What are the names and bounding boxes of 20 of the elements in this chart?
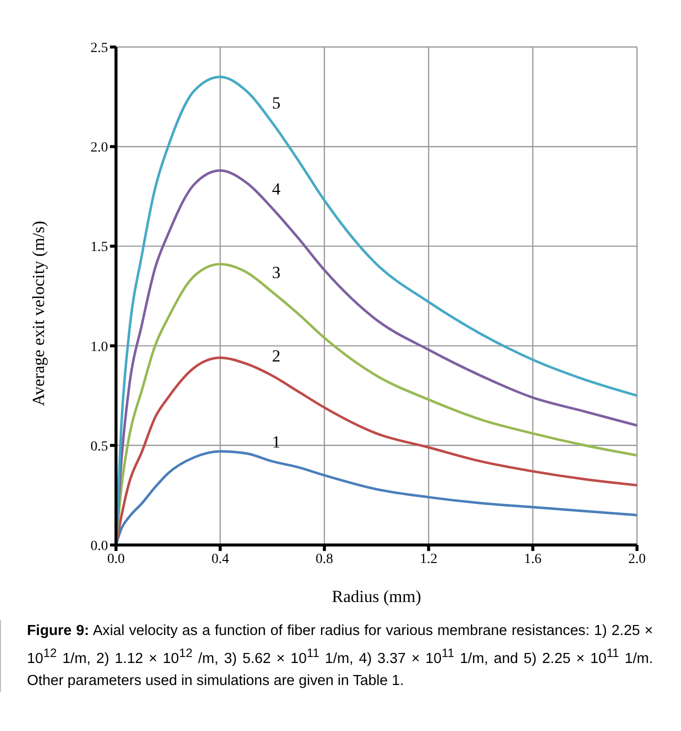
y-tick-label: 2.0 [90,140,108,156]
series-label: 2 [272,346,281,366]
series-label: 4 [272,179,282,198]
x-tick-label: 0.8 [316,552,334,567]
series-label: 3 [272,263,281,282]
x-tick-label: 0.0 [107,552,125,567]
series-label: 5 [272,94,281,113]
x-tick-label: 2.0 [628,552,646,567]
text: Figure 9: Axial velocity as a function of fiber radius for various membrane resistances: 1) 2.25 × 10$^{12}$ 1/m, 2) 1.12 × 10$^{12}$ /m, 3) 5.62 × 10$^{11}$ 1/m, 4) 3.37 × 10$^{11}$ 1/m, and 5) 2.25 × 10$^{11}$ 1/m. Other parameters used in simulations are given in Table 1. [27,623,654,689]
y-tick-label: 0.0 [90,538,108,554]
series-label: 1 [272,432,281,452]
y-tick-label: 0.5 [90,439,108,454]
x-tick-label: 0.4 [211,552,229,567]
y-tick-label: 2.5 [90,40,108,56]
y-axis-title: Average exit velocity (m/s) [29,220,48,406]
y-tick-label: 1.0 [90,340,108,355]
x-tick-label: 1.2 [420,552,438,567]
x-axis-title: Radius (mm) [332,587,422,606]
y-tick-label: 1.5 [90,240,108,256]
x-tick-label: 1.6 [524,552,542,567]
